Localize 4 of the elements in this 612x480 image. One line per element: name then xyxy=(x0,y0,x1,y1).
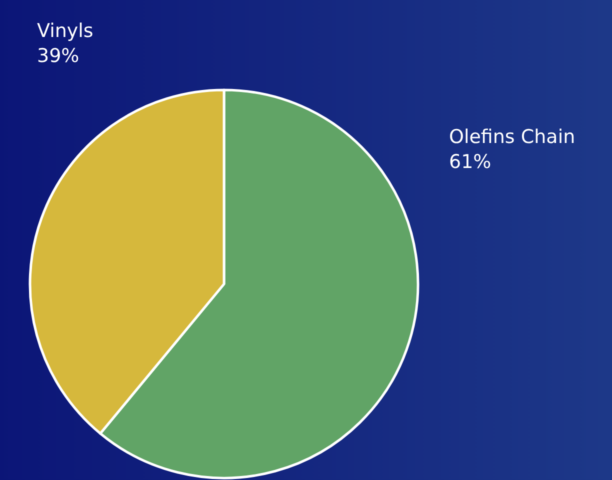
slice-label: Olefins Chain xyxy=(449,126,576,148)
data-label: 39% xyxy=(37,44,80,67)
slice-label: Vinyls xyxy=(37,20,94,42)
data-label: 61% xyxy=(449,150,492,173)
